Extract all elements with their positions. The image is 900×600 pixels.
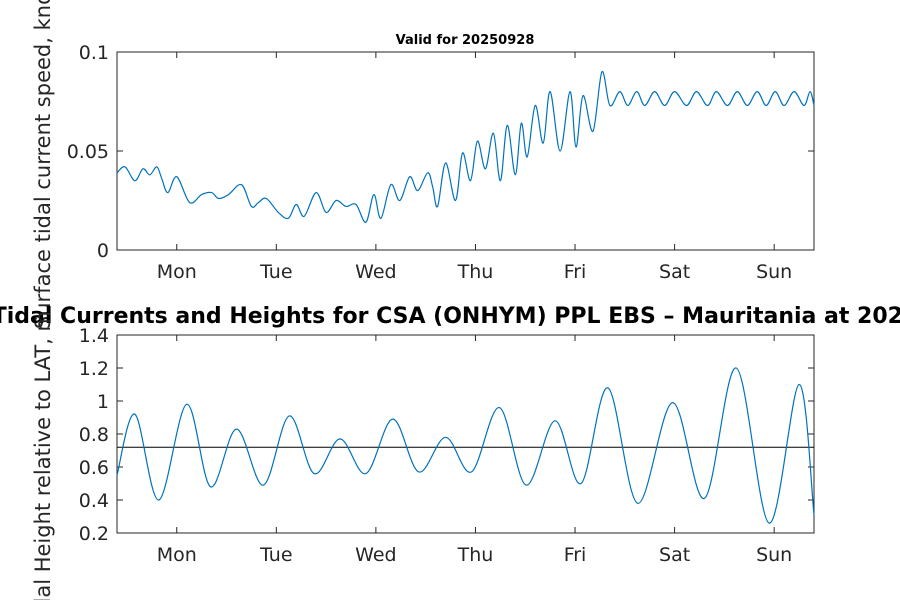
tidal-height-x-tick-label: Fri [564,544,587,566]
tidal-height-x-tick-label: Mon [157,544,197,566]
current-speed-y-ticks: 0 0.05 0.1 [67,42,814,262]
current-speed-y-tick-label: 0.05 [67,141,109,163]
current-speed-y-tick-label: 0 [97,240,109,262]
current-speed-x-tick-label: Sat [659,261,690,283]
current-speed-axes-box [116,51,815,251]
current-speed-x-ticks: Mon Tue Wed Thu Fri Sat Sun [157,52,792,283]
current-speed-x-tick-label: Sun [756,261,792,283]
tidal-height-y-tick-label: 0.4 [79,490,109,512]
tidal-height-axes-box [116,334,815,534]
current-speed-series-line [116,71,815,223]
current-speed-x-tick-label: Tue [259,261,292,283]
tidal-height-y-tick-label: 0.2 [79,523,109,545]
tidal-height-panel: 0.2 0.4 0.6 0.8 1 1.2 1.4 Mon Tue Wed Thu Fri Sat Su… [0,304,900,600]
tidal-height-y-tick-label: 0.8 [79,424,109,446]
current-speed-y-tick-label: 0.1 [79,42,109,64]
current-speed-title: Valid for 20250928 [396,33,535,48]
tidal-height-x-tick-label: Thu [457,544,494,566]
tidal-height-x-tick-label: Sat [659,544,690,566]
tidal-height-title: Tidal Currents and Heights for CSA (ONHY… [0,304,900,329]
tidal-height-y-tick-label: 1.2 [79,358,109,380]
tidal-height-x-tick-label: Sun [756,544,792,566]
current-speed-x-tick-label: Wed [355,261,396,283]
current-speed-x-tick-label: Fri [564,261,587,283]
tidal-height-series-line [116,367,815,524]
tidal-height-y-tick-label: 0.6 [79,457,109,479]
tidal-height-y-tick-label: 1.4 [79,325,109,347]
current-speed-panel: 0 0.05 0.1 Mon Tue Wed Thu Fri Sat Sun Valid for… [31,0,815,329]
tidal-height-y-ticks: 0.2 0.4 0.6 0.8 1 1.2 1.4 [79,325,814,545]
tidal-height-y-tick-label: 1 [97,391,109,413]
current-speed-x-tick-label: Mon [157,261,197,283]
tidal-height-y-label: Tidal Height relative to LAT, m [31,311,55,600]
tidal-height-x-tick-label: Wed [355,544,396,566]
current-speed-x-tick-label: Thu [457,261,494,283]
tidal-height-x-ticks: Mon Tue Wed Thu Fri Sat Sun [157,335,792,566]
current-speed-y-label: Surface tidal current speed, knots [31,0,55,329]
tidal-height-x-tick-label: Tue [259,544,292,566]
